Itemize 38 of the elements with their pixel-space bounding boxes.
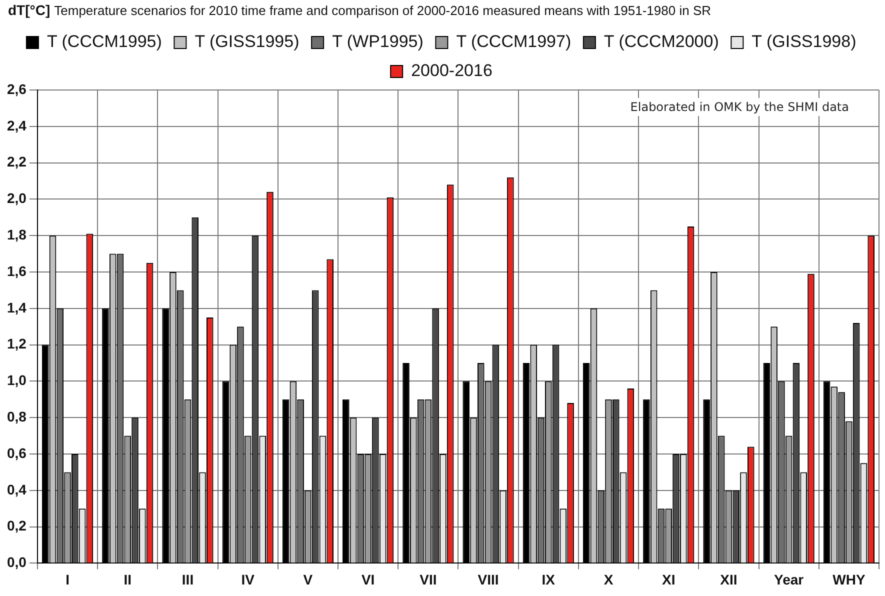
x-tick-label: III [182,571,194,588]
x-tick-label: X [604,571,614,588]
legend-label: T (CCCM2000) [604,32,719,52]
x-tick-label: IV [241,571,256,588]
x-tick-label: VI [361,571,375,588]
x-tick-label: XII [720,571,738,588]
y-tick-label: 0,6 [6,444,27,461]
legend-label: T (CCCM1995) [46,32,162,52]
x-tick-label: VIII [478,571,499,588]
x-tick-label: WHY [832,571,866,588]
y-tick-label: 1,4 [6,299,27,316]
legend-label: T (GISS1995) [194,32,300,52]
x-tick-label: VII [420,571,437,588]
y-tick-label: 1,6 [6,262,27,279]
x-tick-label: I [66,571,70,588]
y-tick-label: 1,2 [6,336,27,352]
legend-label: T (GISS1998) [752,32,856,52]
annotation: Elaborated in OMK by the SHMI data [630,100,849,114]
x-tick-label: XI [662,571,676,588]
y-tick-label: 0,8 [6,408,27,424]
y-tick-label: 0,4 [6,481,27,498]
y-tick-label: 2,4 [6,117,27,134]
y-tick-label: 1,0 [6,372,27,388]
y-tick-label: 1,8 [6,226,27,242]
y-tick-label: 0,0 [6,554,27,570]
legend-label: T (WP1995) [332,32,424,52]
y-tick-label: 0,2 [6,518,27,534]
legend-label: 2000-2016 [411,61,492,80]
legend-label: T (CCCM1997) [456,32,572,52]
x-tick-label: II [124,571,132,588]
x-tick-label: Year [774,571,804,588]
y-tick-label: 2,2 [6,154,27,170]
y-tick-label: 2,6 [6,80,27,97]
x-tick-label: IX [542,571,556,588]
x-tick-label: V [303,571,314,588]
chart-title: Temperature scenarios for 2010 time frame and comparison of 2000-2016 measured means with 1951-1980 in SR [54,3,712,18]
y-axis-title: dT[°C] [8,2,50,18]
y-tick-label: 2,0 [6,190,27,206]
